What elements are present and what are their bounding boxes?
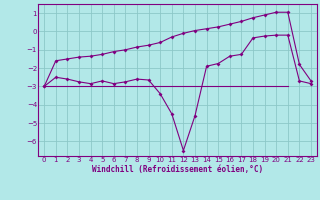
X-axis label: Windchill (Refroidissement éolien,°C): Windchill (Refroidissement éolien,°C) <box>92 165 263 174</box>
